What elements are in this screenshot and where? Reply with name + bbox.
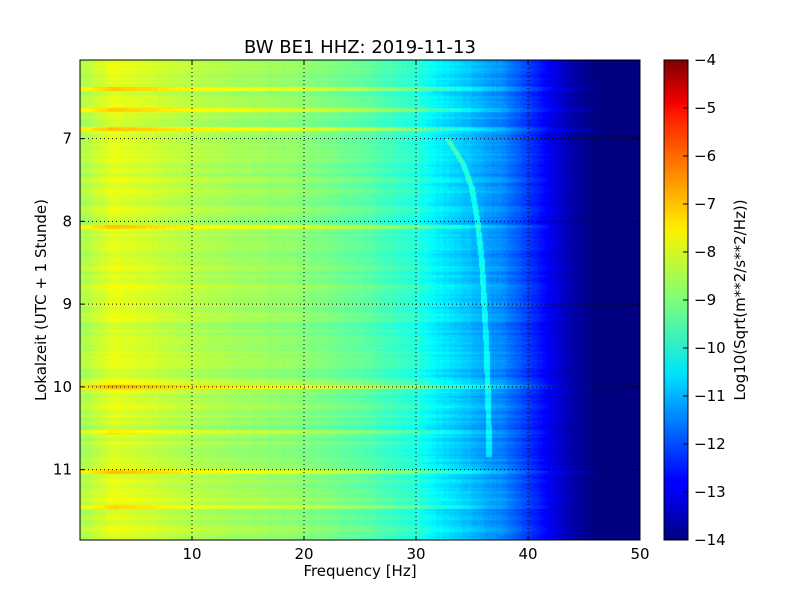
plot-frame: [79, 59, 641, 541]
colorbar-label: Log10(Sqrt(m**2/s**2/Hz)): [731, 199, 749, 400]
x-tick-label-20: 20: [294, 545, 313, 563]
spectrogram-plot-area: [79, 59, 641, 541]
colorbar-tick-label-1: −5: [694, 99, 716, 117]
x-tick-label-30: 30: [406, 545, 425, 563]
colorbar-tick-label-3: −7: [694, 195, 716, 213]
colorbar-tick-label-8: −12: [694, 435, 726, 453]
y-tick-label-8: 8: [62, 212, 72, 230]
y-tick-label-9: 9: [62, 295, 72, 313]
colorbar-tick-label-5: −9: [694, 291, 716, 309]
x-tick-label-10: 10: [182, 545, 201, 563]
grid-lines: [80, 60, 640, 540]
colorbar-tick-label-7: −11: [694, 387, 726, 405]
y-tick-label-11: 11: [53, 461, 72, 479]
x-tick-label-50: 50: [630, 545, 649, 563]
colorbar-tick-label-0: −4: [694, 51, 716, 69]
y-axis-label: Lokalzeit (UTC + 1 Stunde): [32, 199, 50, 401]
colorbar-tick-label-10: −14: [694, 531, 726, 549]
spectrogram-raster-container: [80, 60, 640, 540]
spectrogram-heatmap: [80, 60, 640, 540]
colorbar-tick-label-9: −13: [694, 483, 726, 501]
colorbar-tick-label-4: −8: [694, 243, 716, 261]
colorbar-tick-label-2: −6: [694, 147, 716, 165]
y-axis-ticks: 7 8 9 10 11: [53, 130, 640, 479]
colorbar-ticks: −4 −5 −6 −7 −8 −9 −10 −11 −12 −13 −14: [683, 51, 726, 549]
y-tick-label-10: 10: [53, 378, 72, 396]
y-tick-label-7: 7: [62, 130, 72, 148]
x-axis-label: Frequency [Hz]: [303, 562, 416, 580]
colorbar: −4 −5 −6 −7 −8 −9 −10 −11 −12 −13 −14 Log10(Sqrt(m…: [663, 51, 749, 549]
colorbar-tick-label-6: −10: [694, 339, 726, 357]
x-tick-label-40: 40: [518, 545, 537, 563]
x-axis-ticks: 10 20 30 40 50: [182, 60, 650, 563]
chart-title: BW BE1 HHZ: 2019-11-13: [244, 37, 476, 58]
